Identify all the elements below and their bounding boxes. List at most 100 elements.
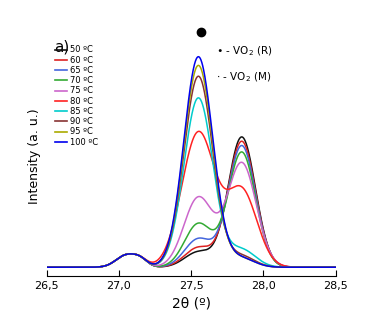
70 ºC [44, 265, 49, 269]
75 ºC [272, 257, 277, 261]
85 ºC [333, 265, 338, 269]
65 ºC [239, 144, 244, 147]
95 ºC [325, 265, 330, 269]
80 ºC [325, 265, 330, 269]
65 ºC [44, 265, 49, 269]
65 ºC [177, 255, 182, 258]
100 ºC [196, 55, 201, 59]
Line: 80 ºC: 80 ºC [47, 131, 336, 267]
Line: 75 ºC: 75 ºC [47, 162, 336, 267]
95 ºC [333, 265, 338, 269]
Line: 65 ºC: 65 ºC [47, 145, 336, 267]
75 ºC [325, 265, 330, 269]
80 ºC [333, 265, 338, 269]
90 ºC [325, 265, 330, 269]
80 ºC [197, 130, 201, 133]
65 ºC [325, 265, 330, 269]
Text: $\cdot$ - VO$_2$ (M): $\cdot$ - VO$_2$ (M) [216, 71, 271, 84]
60 ºC [333, 265, 338, 269]
65 ºC [59, 265, 64, 269]
50 ºC [239, 135, 244, 139]
65 ºC [325, 265, 330, 269]
100 ºC [44, 265, 49, 269]
Line: 95 ºC: 95 ºC [47, 65, 336, 267]
60 ºC [59, 265, 64, 269]
75 ºC [185, 214, 189, 218]
Line: 70 ºC: 70 ºC [47, 152, 336, 267]
95 ºC [196, 64, 201, 67]
70 ºC [333, 265, 338, 269]
65 ºC [333, 265, 338, 269]
Y-axis label: Intensity (a. u.): Intensity (a. u.) [28, 109, 41, 204]
100 ºC [59, 265, 64, 269]
60 ºC [325, 265, 330, 269]
50 ºC [325, 265, 330, 269]
Text: a): a) [54, 40, 69, 55]
100 ºC [333, 265, 338, 269]
50 ºC [59, 265, 64, 269]
100 ºC [325, 265, 330, 269]
60 ºC [185, 251, 189, 255]
80 ºC [177, 195, 182, 198]
50 ºC [325, 265, 330, 269]
50 ºC [333, 265, 338, 269]
80 ºC [185, 158, 189, 162]
50 ºC [44, 265, 49, 269]
Legend: 50 ºC, 60 ºC, 65 ºC, 70 ºC, 75 ºC, 80 ºC, 85 ºC, 90 ºC, 95 ºC, 100 ºC: 50 ºC, 60 ºC, 65 ºC, 70 ºC, 75 ºC, 80 ºC… [54, 44, 100, 148]
60 ºC [239, 140, 244, 143]
Text: $\bullet$ - VO$_2$ (R): $\bullet$ - VO$_2$ (R) [216, 44, 273, 58]
80 ºC [272, 258, 277, 262]
95 ºC [44, 265, 49, 269]
90 ºC [196, 74, 201, 78]
60 ºC [44, 265, 49, 269]
75 ºC [333, 265, 338, 269]
60 ºC [177, 258, 182, 261]
90 ºC [44, 265, 49, 269]
90 ºC [333, 265, 338, 269]
60 ºC [325, 265, 330, 269]
70 ºC [59, 265, 64, 269]
Line: 100 ºC: 100 ºC [47, 57, 336, 267]
65 ºC [185, 245, 189, 249]
90 ºC [59, 265, 64, 269]
80 ºC [59, 265, 64, 269]
75 ºC [239, 160, 244, 164]
75 ºC [44, 265, 49, 269]
95 ºC [272, 265, 277, 269]
95 ºC [177, 179, 182, 183]
80 ºC [325, 265, 330, 269]
90 ºC [177, 184, 182, 188]
50 ºC [185, 255, 189, 258]
85 ºC [59, 265, 64, 269]
95 ºC [185, 116, 189, 120]
70 ºC [185, 234, 189, 238]
75 ºC [177, 236, 182, 239]
85 ºC [177, 193, 182, 197]
Line: 50 ºC: 50 ºC [47, 137, 336, 267]
50 ºC [177, 259, 182, 263]
70 ºC [239, 150, 244, 154]
85 ºC [272, 264, 277, 268]
75 ºC [325, 265, 330, 269]
85 ºC [325, 265, 330, 269]
100 ºC [185, 109, 189, 113]
85 ºC [196, 96, 201, 100]
85 ºC [44, 265, 49, 269]
65 ºC [272, 258, 277, 262]
75 ºC [59, 265, 64, 269]
Line: 90 ºC: 90 ºC [47, 76, 336, 267]
90 ºC [272, 265, 277, 268]
95 ºC [59, 265, 64, 269]
X-axis label: 2θ (º): 2θ (º) [172, 296, 211, 310]
100 ºC [177, 175, 182, 179]
50 ºC [272, 258, 277, 261]
Line: 85 ºC: 85 ºC [47, 98, 336, 267]
90 ºC [325, 265, 330, 269]
100 ºC [272, 265, 277, 269]
95 ºC [325, 265, 330, 269]
85 ºC [325, 265, 330, 269]
80 ºC [44, 265, 49, 269]
70 ºC [177, 249, 182, 252]
70 ºC [325, 265, 330, 269]
70 ºC [272, 259, 277, 262]
